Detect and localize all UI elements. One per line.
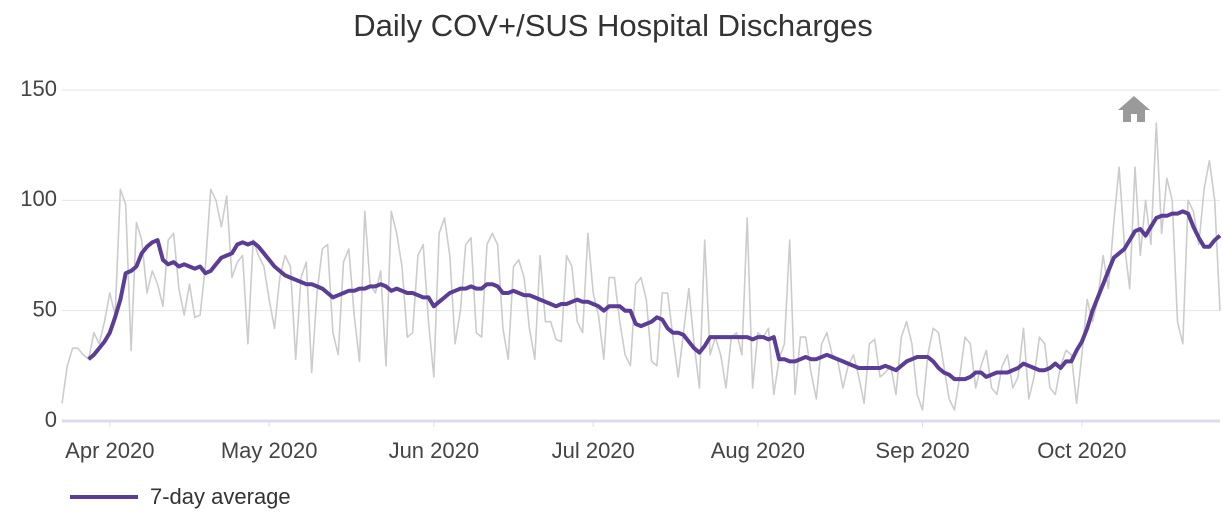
x-tick-label: Aug 2020 xyxy=(711,438,805,463)
x-tick-label: May 2020 xyxy=(221,438,318,463)
series-line xyxy=(61,122,1221,411)
y-tick-label: 50 xyxy=(33,296,57,321)
y-tick-label: 0 xyxy=(45,407,57,432)
legend-label: 7-day average xyxy=(150,484,291,509)
x-tick-label: Sep 2020 xyxy=(875,438,969,463)
home-icon xyxy=(1118,96,1150,122)
x-tick-label: Jun 2020 xyxy=(389,438,480,463)
chart-title: Daily COV+/SUS Hospital Discharges xyxy=(353,8,872,43)
x-tick-label: Jul 2020 xyxy=(552,438,635,463)
x-tick-label: Oct 2020 xyxy=(1037,438,1126,463)
x-tick-label: Apr 2020 xyxy=(65,438,154,463)
series-line xyxy=(87,209,1222,382)
y-tick-label: 100 xyxy=(20,186,57,211)
y-tick-label: 150 xyxy=(20,76,57,101)
